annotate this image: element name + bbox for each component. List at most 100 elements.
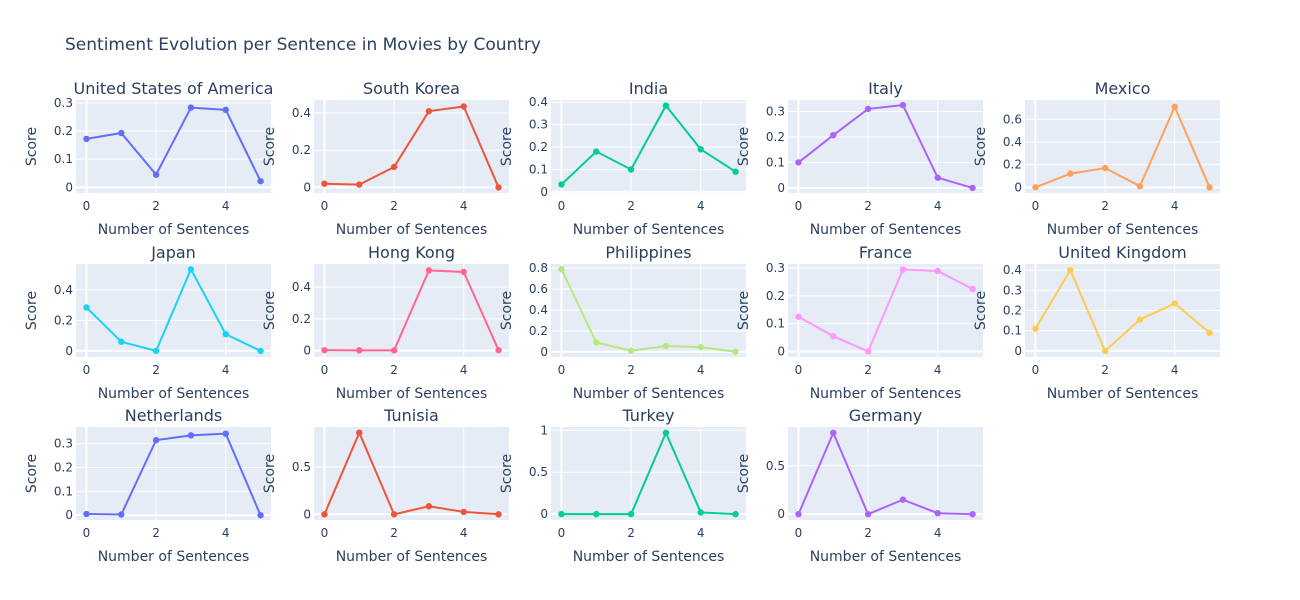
data-point [187, 432, 195, 439]
subplot-title: Philippines [605, 243, 691, 262]
x-tick-label: 0 [321, 363, 329, 377]
data-point [460, 103, 467, 110]
y-axis-title: Score [262, 291, 278, 330]
y-tick-label: 0 [303, 180, 311, 194]
y-tick-label: 0.4 [529, 95, 548, 109]
y-axis-title: Score [24, 454, 40, 493]
data-point [830, 429, 837, 437]
x-tick-label: 2 [1101, 199, 1109, 213]
x-axis-title: Number of Sentences [98, 549, 250, 565]
y-tick-label: 0 [777, 507, 785, 521]
series-line [324, 105, 500, 188]
subplot-panel: 0 2 4 0 0.1 0.2 0.3 0.4 United Kingdom Number of … [973, 243, 1220, 402]
x-tick-label: 2 [390, 526, 398, 540]
series-line [561, 430, 736, 516]
x-tick-label: 0 [1032, 199, 1040, 213]
data-point [356, 429, 363, 436]
data-point [969, 285, 976, 293]
series-line [86, 432, 262, 516]
y-tick-label: 0.2 [1003, 158, 1022, 172]
y-axis-title: Score [973, 127, 989, 166]
plot-background [551, 100, 746, 193]
subplot-panel: 0 2 4 0 0.2 0.4 0.6 Mexico Number of Sentences Sc… [973, 79, 1220, 238]
plot-background [314, 100, 509, 193]
subplot-panel: 0 2 4 0 0.5 1 Turkey Number of Sentences Score [499, 406, 746, 565]
plot-background [314, 427, 509, 520]
y-axis-title: Score [24, 291, 40, 330]
data-point [1032, 184, 1039, 191]
x-tick-label: 4 [222, 363, 230, 377]
y-tick-label: 0.1 [529, 162, 548, 176]
x-tick-label: 2 [390, 363, 398, 377]
x-axis-title: Number of Sentences [573, 386, 725, 402]
data-point [222, 106, 229, 114]
y-tick-label: 0.1 [54, 152, 73, 166]
x-tick-label: 2 [627, 363, 635, 377]
subplot-title: Tunisia [383, 406, 439, 425]
x-tick-label: 2 [1101, 363, 1109, 377]
y-tick-label: 0.3 [766, 261, 785, 275]
y-tick-label: 0 [65, 344, 73, 358]
data-point [356, 181, 363, 188]
y-tick-label: 0.3 [766, 104, 785, 118]
x-tick-label: 4 [222, 526, 230, 540]
data-point [627, 347, 635, 354]
data-point [593, 339, 600, 346]
x-tick-label: 0 [558, 363, 566, 377]
data-point [1101, 164, 1109, 172]
y-tick-label: 0.4 [292, 280, 311, 294]
data-point [627, 510, 635, 518]
data-point [257, 177, 264, 185]
data-point [83, 304, 90, 311]
data-point [662, 429, 670, 437]
series-line [797, 430, 973, 516]
subplot-panel: 0 2 4 0 0.2 0.4 Hong Kong Number of Sentences Sc… [262, 243, 509, 402]
y-tick-label: 1 [540, 423, 548, 437]
x-tick-label: 2 [864, 363, 872, 377]
subplot-panel: 0 2 4 0 0.5 Tunisia Number of Sentences Score [262, 406, 509, 565]
data-point [934, 174, 941, 181]
data-point [222, 330, 229, 338]
data-point [495, 511, 502, 518]
subplot-title: France [859, 243, 912, 262]
y-tick-label: 0.6 [529, 282, 548, 296]
y-tick-label: 0 [777, 181, 785, 195]
y-tick-label: 0.4 [292, 106, 311, 120]
x-axis-title: Number of Sentences [98, 386, 250, 402]
y-tick-label: 0.5 [529, 465, 548, 479]
y-axis-title: Score [736, 291, 752, 330]
y-tick-label: 0.1 [766, 317, 785, 331]
y-tick-label: 0.3 [529, 118, 548, 132]
x-tick-label: 4 [697, 363, 705, 377]
data-point [152, 171, 160, 178]
series-line [85, 267, 261, 353]
data-point [495, 346, 502, 354]
data-point [460, 508, 467, 516]
series-line [324, 269, 500, 352]
y-axis-title: Score [499, 454, 515, 493]
data-point [187, 104, 195, 111]
y-tick-label: 0.1 [766, 155, 785, 169]
data-point [425, 503, 433, 510]
subplot-panel: 0 2 4 0 0.1 0.2 0.3 Italy Number of Sentences Sco… [736, 79, 983, 238]
y-tick-label: 0 [540, 507, 548, 521]
series-line [1035, 104, 1211, 189]
x-axis-title: Number of Sentences [1047, 386, 1199, 402]
data-point [118, 511, 125, 518]
data-point [662, 102, 670, 109]
y-tick-label: 0.2 [529, 140, 548, 154]
subplot-title: Turkey [621, 406, 674, 425]
data-point [187, 266, 195, 273]
data-point [899, 496, 907, 503]
subplot-panel: 0 2 4 0 0.2 0.4 Japan Number of Sentences Score [24, 243, 271, 402]
x-tick-label: 4 [222, 199, 230, 213]
y-tick-label: 0.5 [292, 460, 311, 474]
data-point [558, 510, 565, 518]
x-tick-label: 2 [864, 526, 872, 540]
data-point [697, 146, 704, 153]
data-point [1206, 329, 1213, 336]
data-point [1032, 325, 1039, 332]
data-point [934, 267, 941, 275]
